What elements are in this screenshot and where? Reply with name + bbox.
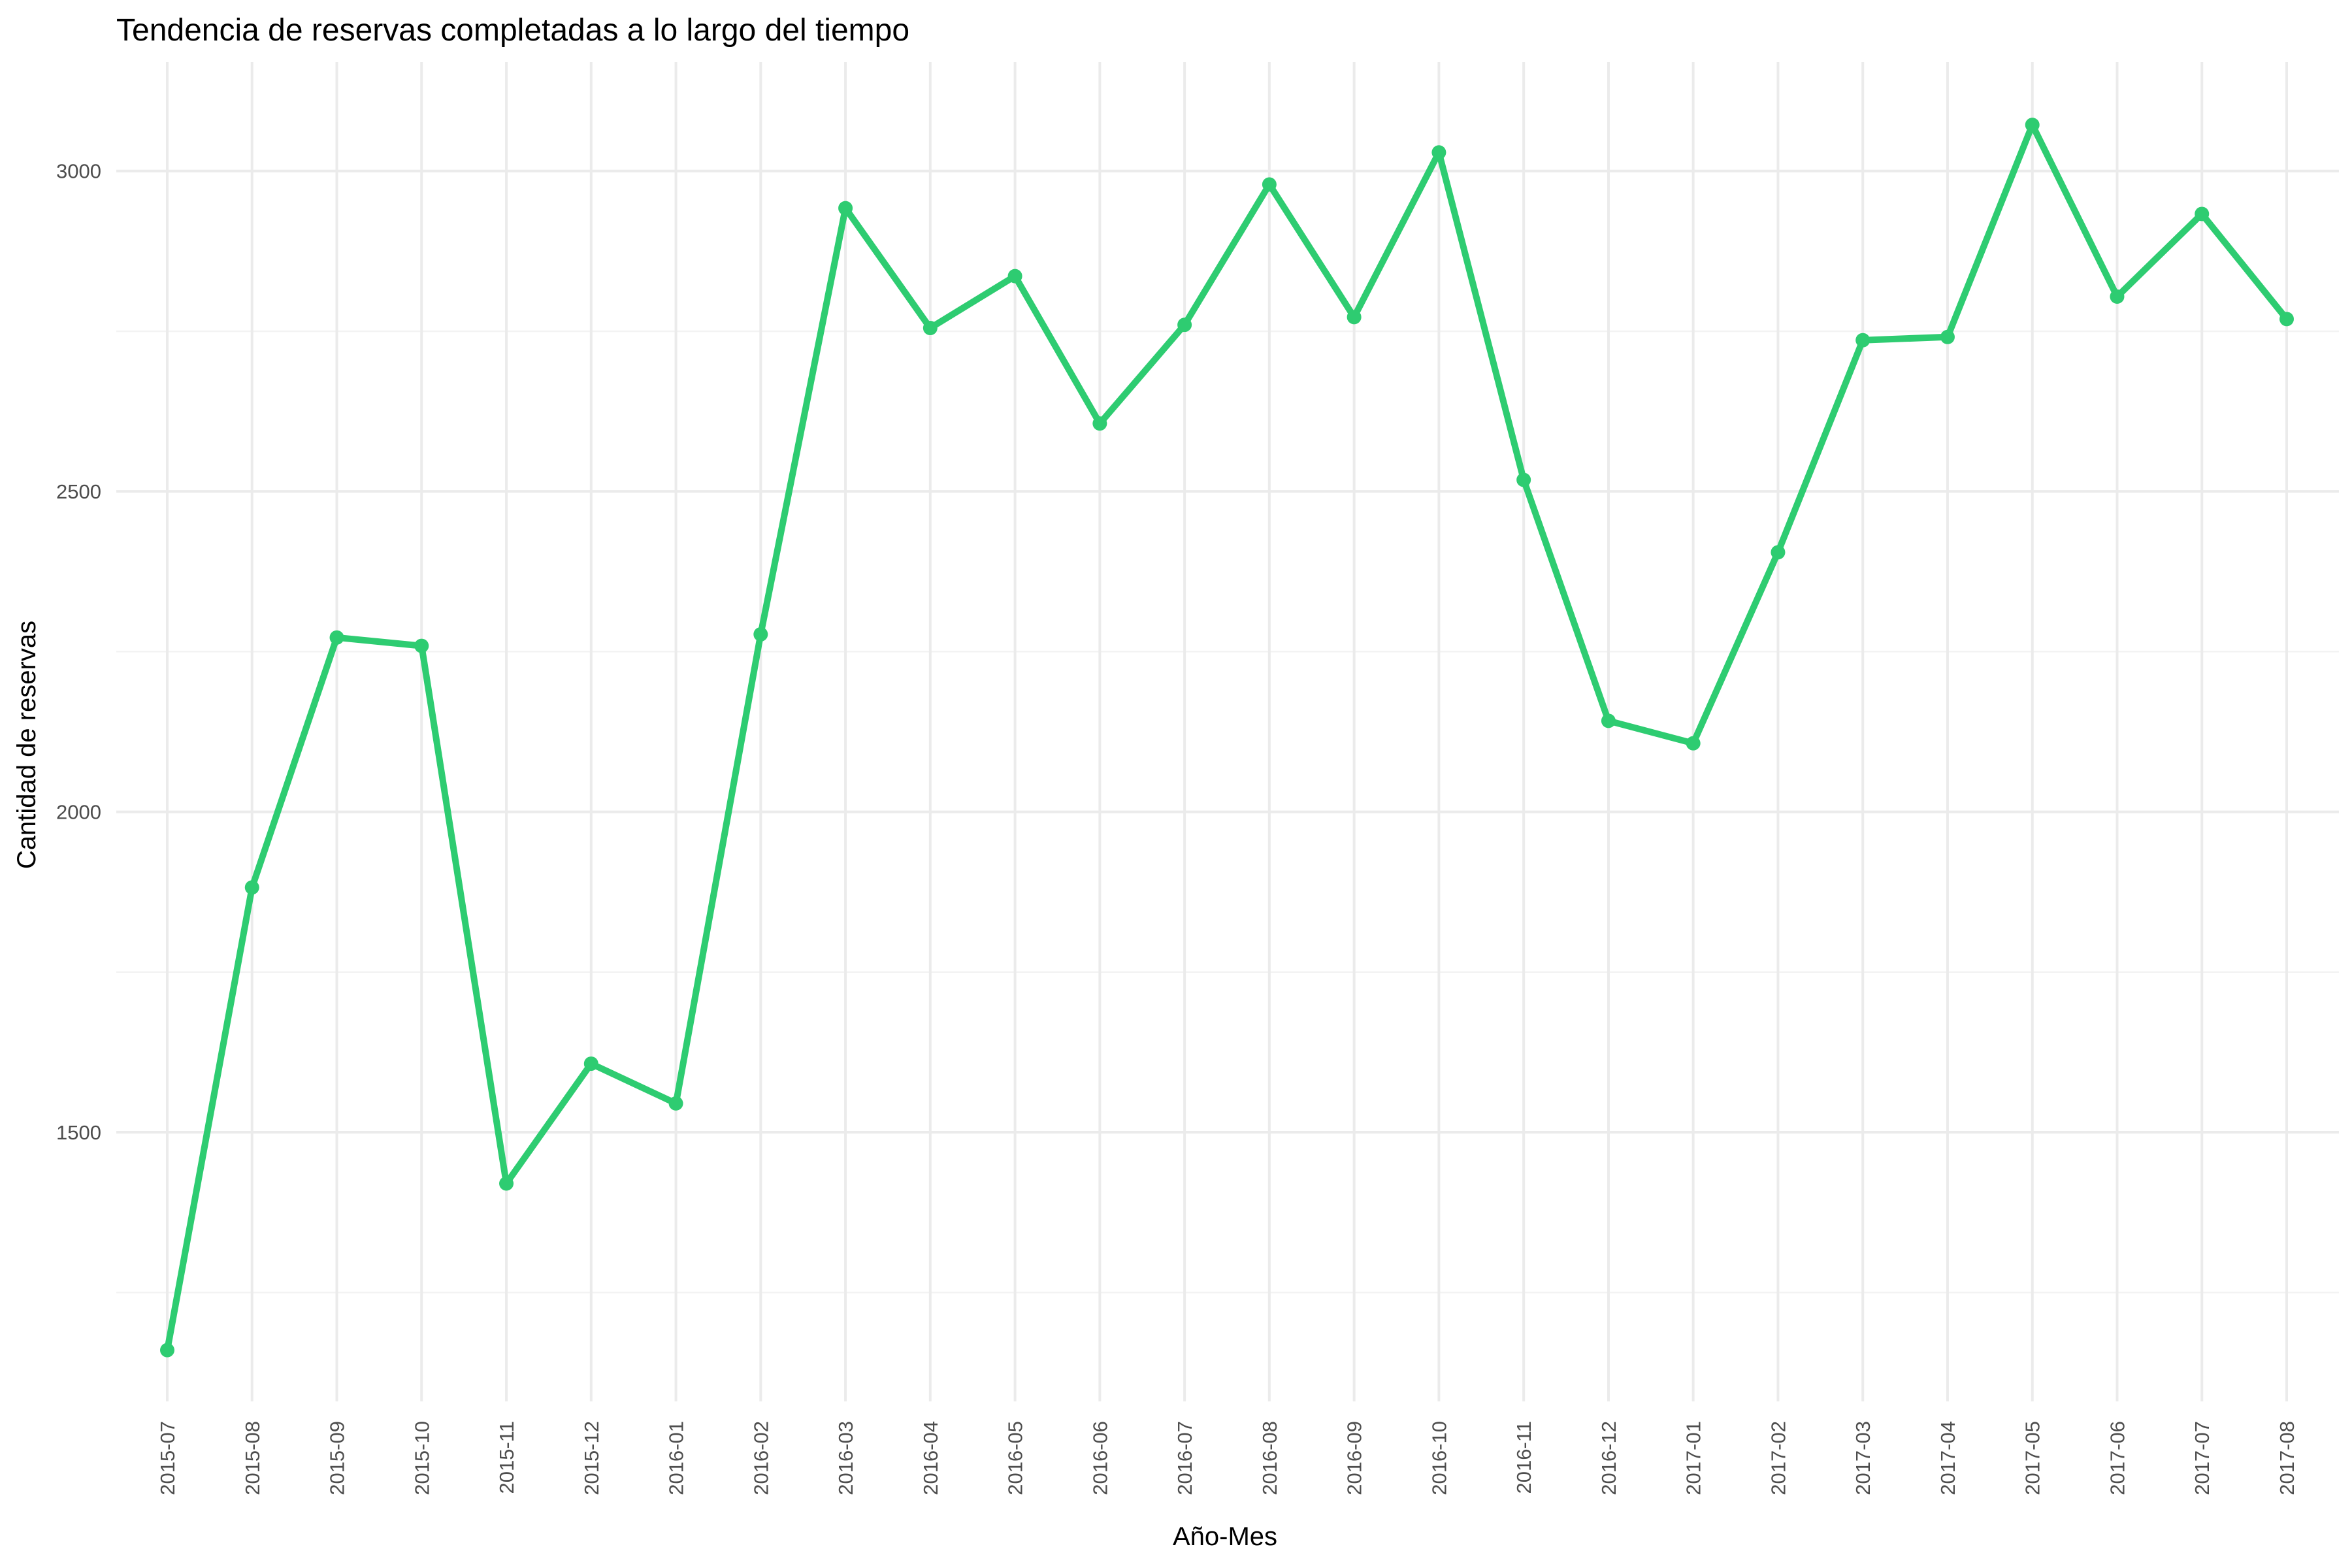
x-tick-label-23: 2017-06	[2106, 1421, 2129, 1495]
x-tick-label-20: 2017-03	[1852, 1421, 1874, 1495]
x-axis-title: Año-Mes	[1173, 1522, 1277, 1551]
x-tick-label-6: 2016-01	[665, 1421, 688, 1495]
x-tick-label-11: 2016-06	[1088, 1421, 1111, 1495]
y-tick-label-2: 2500	[56, 480, 101, 503]
data-point-2015-08	[244, 880, 259, 895]
y-axis-title: Cantidad de reservas	[12, 621, 41, 869]
x-tick-label-3: 2015-10	[410, 1421, 433, 1495]
data-point-2017-07	[2195, 206, 2210, 221]
data-point-2016-08	[1262, 177, 1277, 192]
data-point-2015-10	[414, 638, 429, 653]
y-tick-label-1: 2000	[56, 801, 101, 824]
y-tick-label-3: 3000	[56, 160, 101, 183]
data-point-2015-09	[329, 630, 344, 645]
x-tick-label-21: 2017-04	[1936, 1421, 1959, 1495]
data-point-2015-11	[499, 1176, 514, 1191]
data-point-2016-12	[1601, 713, 1616, 728]
data-point-2017-01	[1686, 736, 1701, 751]
x-tick-label-15: 2016-10	[1428, 1421, 1450, 1495]
x-tick-label-16: 2016-11	[1512, 1421, 1535, 1494]
data-point-2016-06	[1092, 416, 1107, 431]
data-point-2017-08	[2279, 312, 2294, 327]
data-point-2016-11	[1516, 472, 1531, 487]
x-tick-label-1: 2015-08	[241, 1421, 264, 1495]
x-tick-label-5: 2015-12	[580, 1421, 603, 1495]
data-point-2017-06	[2110, 289, 2125, 304]
x-tick-label-12: 2016-07	[1173, 1421, 1196, 1495]
chart-title: Tendencia de reservas completadas a lo l…	[116, 13, 909, 48]
x-tick-label-9: 2016-04	[919, 1421, 942, 1495]
x-tick-label-10: 2016-05	[1004, 1421, 1027, 1495]
data-point-2016-03	[838, 201, 853, 216]
x-tick-label-7: 2016-02	[749, 1421, 772, 1495]
data-point-2016-04	[923, 321, 938, 336]
data-point-2016-10	[1431, 145, 1446, 160]
data-point-2016-01	[668, 1096, 683, 1111]
x-tick-label-14: 2016-09	[1343, 1421, 1366, 1495]
series-line-0	[164, 122, 2290, 1354]
data-point-2017-04	[1940, 329, 1955, 344]
x-axis-ticks: 2015-07 2015-08 2015-09 2015-10 2015-11 2015-…	[156, 1421, 2298, 1495]
x-tick-label-24: 2017-07	[2191, 1421, 2213, 1495]
grid	[116, 62, 2339, 1401]
data-point-2016-02	[753, 627, 768, 642]
x-tick-label-0: 2015-07	[156, 1421, 179, 1495]
x-tick-label-25: 2017-08	[2276, 1421, 2298, 1495]
x-tick-label-13: 2016-08	[1258, 1421, 1281, 1495]
x-tick-label-19: 2017-02	[1767, 1421, 1789, 1495]
data-point-2016-07	[1177, 318, 1192, 333]
data-point-2017-02	[1771, 545, 1786, 560]
x-tick-label-4: 2015-11	[495, 1421, 518, 1494]
y-tick-label-0: 1500	[56, 1121, 101, 1144]
data-point-2016-05	[1007, 269, 1022, 284]
data-point-2017-03	[1855, 333, 1870, 348]
data-point-2016-09	[1347, 310, 1362, 325]
data-point-2015-12	[583, 1056, 598, 1071]
y-axis-ticks: 1500 2000 2500 3000	[56, 160, 101, 1144]
x-tick-label-8: 2016-03	[834, 1421, 857, 1495]
x-tick-label-22: 2017-05	[2021, 1421, 2044, 1495]
data-point-2017-05	[2025, 118, 2040, 133]
x-tick-label-18: 2017-01	[1682, 1421, 1705, 1495]
x-tick-label-17: 2016-12	[1597, 1421, 1620, 1495]
x-tick-label-2: 2015-09	[326, 1421, 349, 1495]
data-point-2015-07	[160, 1343, 174, 1358]
series	[160, 118, 2294, 1358]
